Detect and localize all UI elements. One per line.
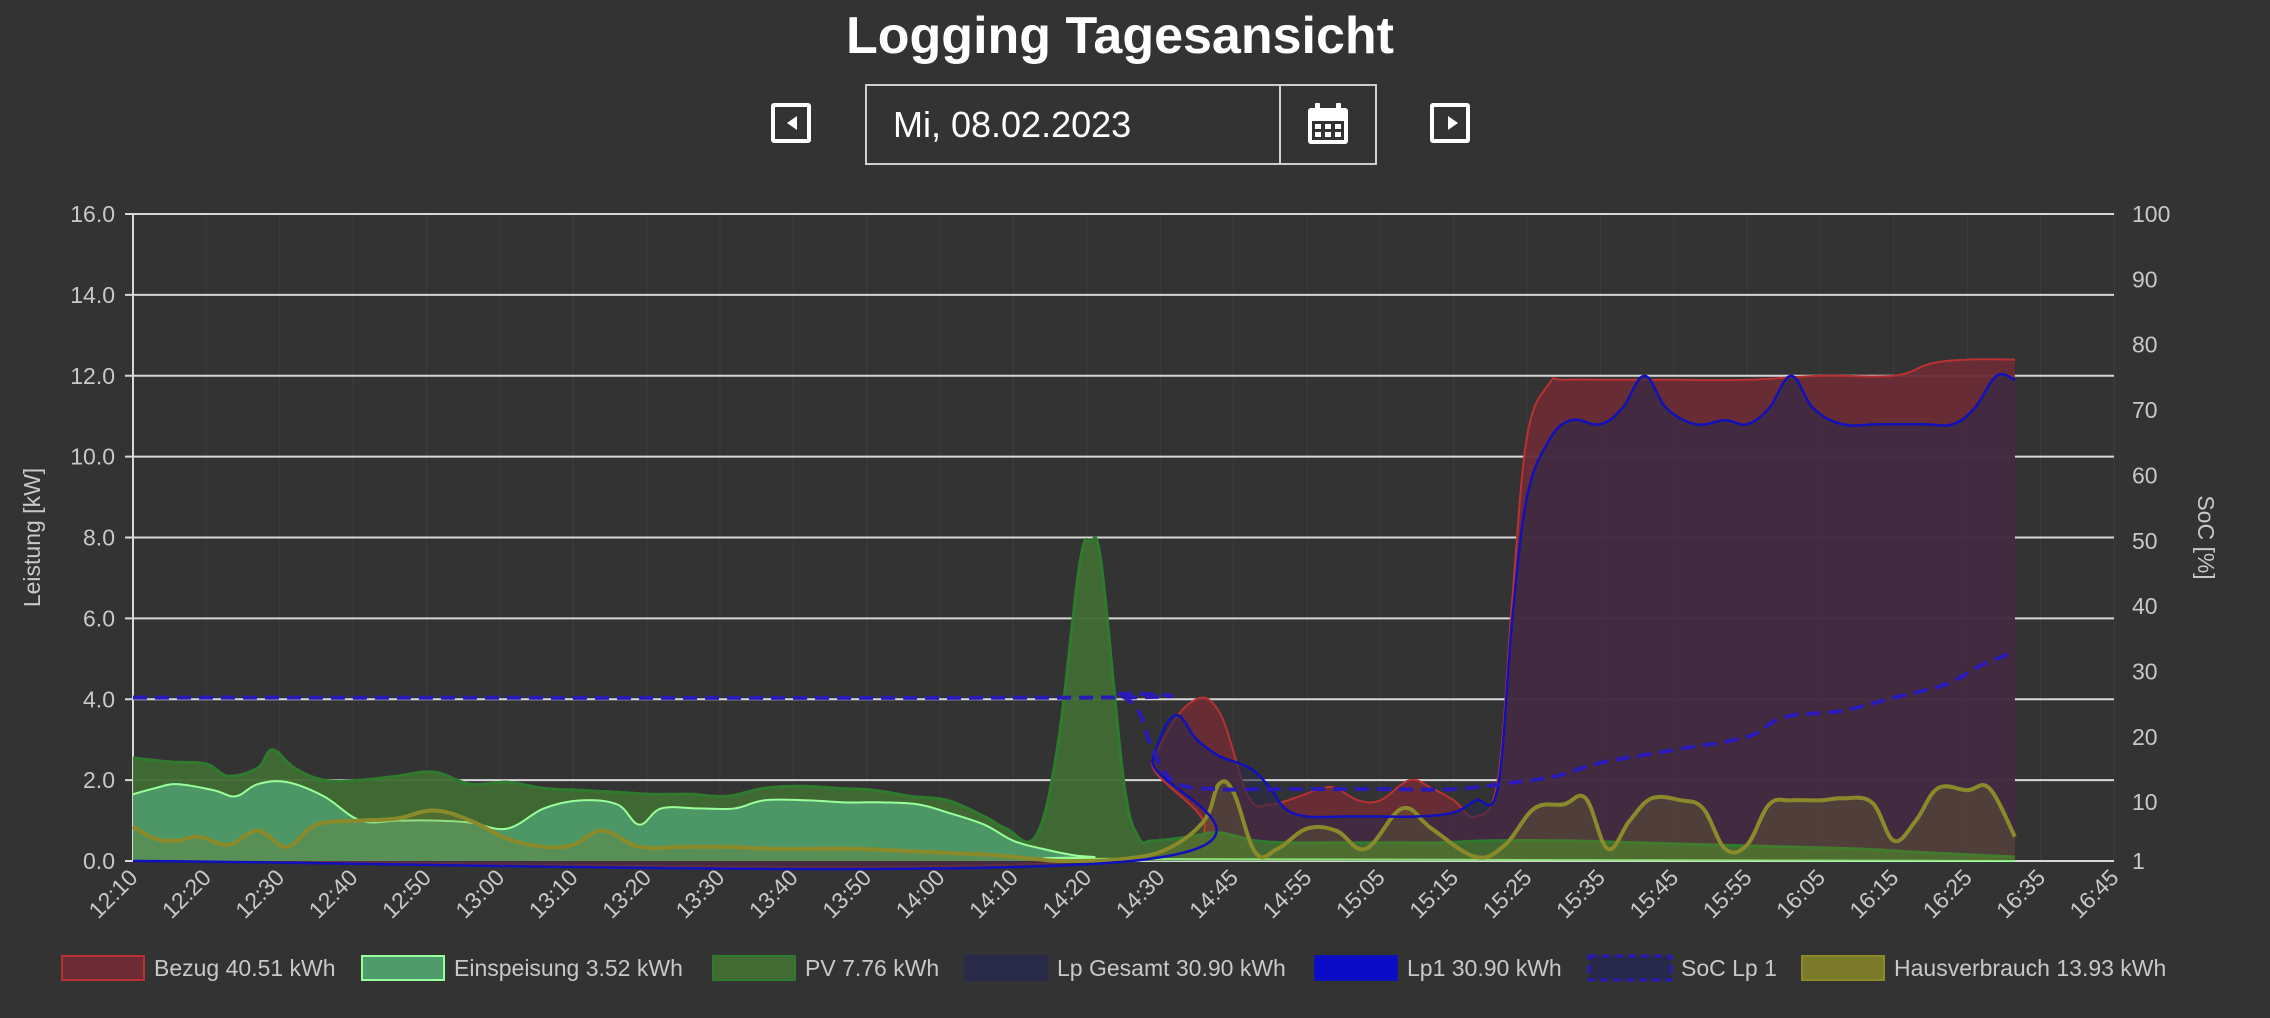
caret-right-square-icon	[1448, 116, 1458, 130]
y-tick-label-right: 100	[2132, 201, 2170, 227]
date-picker	[865, 84, 1283, 165]
legend-label-hausverbrauch: Hausverbrauch 13.93 kWh	[1894, 955, 2166, 981]
legend-swatch-einspeisung	[361, 955, 445, 981]
series-line-pv	[132, 536, 2016, 859]
y-tick-label-right: 1	[2132, 848, 2145, 874]
series-line-einspeisung	[132, 780, 2015, 862]
series-line-soc-lp-1	[132, 650, 2016, 792]
date-input[interactable]	[867, 86, 1283, 163]
legend-swatch-pv	[712, 955, 796, 981]
y-tick-label-left: 12.0	[70, 363, 115, 389]
caret-left-square-icon	[787, 116, 797, 130]
next-day-button[interactable]	[1430, 103, 1470, 143]
x-tick-label: 15:45	[1624, 864, 1683, 923]
x-tick-label: 16:35	[1991, 864, 2050, 923]
legend-swatch-soc-lp-1	[1587, 954, 1673, 982]
x-tick-label: 16:05	[1771, 864, 1830, 923]
x-tick-label: 14:55	[1257, 864, 1316, 923]
legend-swatch-bezug	[61, 955, 145, 981]
x-tick-label: 15:35	[1551, 864, 1610, 923]
x-tick-label: 14:20	[1037, 864, 1096, 923]
x-tick-label: 12:20	[157, 864, 216, 923]
x-tick-label: 16:15	[1844, 864, 1903, 923]
page-title: Logging Tagesansicht	[846, 7, 1394, 65]
y-tick-label-right: 40	[2132, 593, 2158, 619]
x-tick-label: 13:00	[450, 864, 509, 923]
x-tick-label: 15:25	[1477, 864, 1536, 923]
legend-swatch-hausverbrauch	[1801, 955, 1885, 981]
x-tick-label: 16:45	[2064, 864, 2123, 923]
x-tick-label: 16:25	[1918, 864, 1977, 923]
x-tick-label: 12:40	[304, 864, 363, 923]
y-tick-label-right: 20	[2132, 724, 2158, 750]
legend-label-pv: PV 7.76 kWh	[805, 955, 939, 981]
prev-day-button[interactable]	[771, 103, 811, 143]
y-tick-label-right: 30	[2132, 658, 2158, 684]
y-tick-label-left: 14.0	[70, 282, 115, 308]
series-line-lp1	[132, 372, 2016, 871]
y-tick-label-left: 6.0	[83, 605, 115, 631]
y-tick-label-right: 80	[2132, 332, 2158, 358]
y-tick-label-left: 0.0	[83, 848, 115, 874]
legend-swatch-lp-gesamt	[964, 955, 1048, 981]
y-tick-label-left: 10.0	[70, 444, 115, 470]
y-tick-label-right: 60	[2132, 462, 2158, 488]
legend-label-bezug: Bezug 40.51 kWh	[154, 955, 336, 981]
legend-label-einspeisung: Einspeisung 3.52 kWh	[454, 955, 683, 981]
x-tick-label: 12:50	[377, 864, 436, 923]
x-tick-label: 13:10	[524, 864, 583, 923]
calendar-icon	[1308, 103, 1348, 144]
x-tick-label: 13:50	[817, 864, 876, 923]
y-tick-label-left: 4.0	[83, 686, 115, 712]
y-tick-label-left: 2.0	[83, 767, 115, 793]
x-tick-label: 15:55	[1698, 864, 1757, 923]
y-tick-label-right: 10	[2132, 789, 2158, 815]
x-tick-label: 15:05	[1331, 864, 1390, 923]
series-area-lp-gesamt	[133, 374, 2015, 870]
x-tick-label: 15:15	[1404, 864, 1463, 923]
legend-label-lp-gesamt: Lp Gesamt 30.90 kWh	[1057, 955, 1286, 981]
calendar-button[interactable]	[1281, 84, 1377, 165]
x-tick-label: 14:00	[891, 864, 950, 923]
series-area-pv	[133, 537, 2015, 861]
y-tick-label-right: 50	[2132, 528, 2158, 554]
legend-label-soc-lp-1: SoC Lp 1	[1681, 955, 1777, 981]
legend-swatch-lp1	[1314, 955, 1398, 981]
series-area-hausverbrauch	[133, 781, 2015, 862]
x-tick-label: 13:40	[744, 864, 803, 923]
y-axis-title-left: Leistung [kW]	[19, 468, 45, 607]
y-tick-label-left: 16.0	[70, 201, 115, 227]
y-tick-label-right: 70	[2132, 397, 2158, 423]
legend-label-lp1: Lp1 30.90 kWh	[1407, 955, 1562, 981]
y-tick-label-left: 8.0	[83, 525, 115, 551]
x-tick-label: 12:30	[230, 864, 289, 923]
x-tick-label: 14:10	[964, 864, 1023, 923]
y-axis-title-right: SoC [%]	[2193, 495, 2219, 579]
x-tick-label: 14:45	[1184, 864, 1243, 923]
y-tick-label-right: 90	[2132, 266, 2158, 292]
x-tick-label: 13:20	[597, 864, 656, 923]
x-tick-label: 13:30	[670, 864, 729, 923]
x-tick-label: 14:30	[1111, 864, 1170, 923]
series-line-hausverbrauch	[131, 779, 2017, 864]
